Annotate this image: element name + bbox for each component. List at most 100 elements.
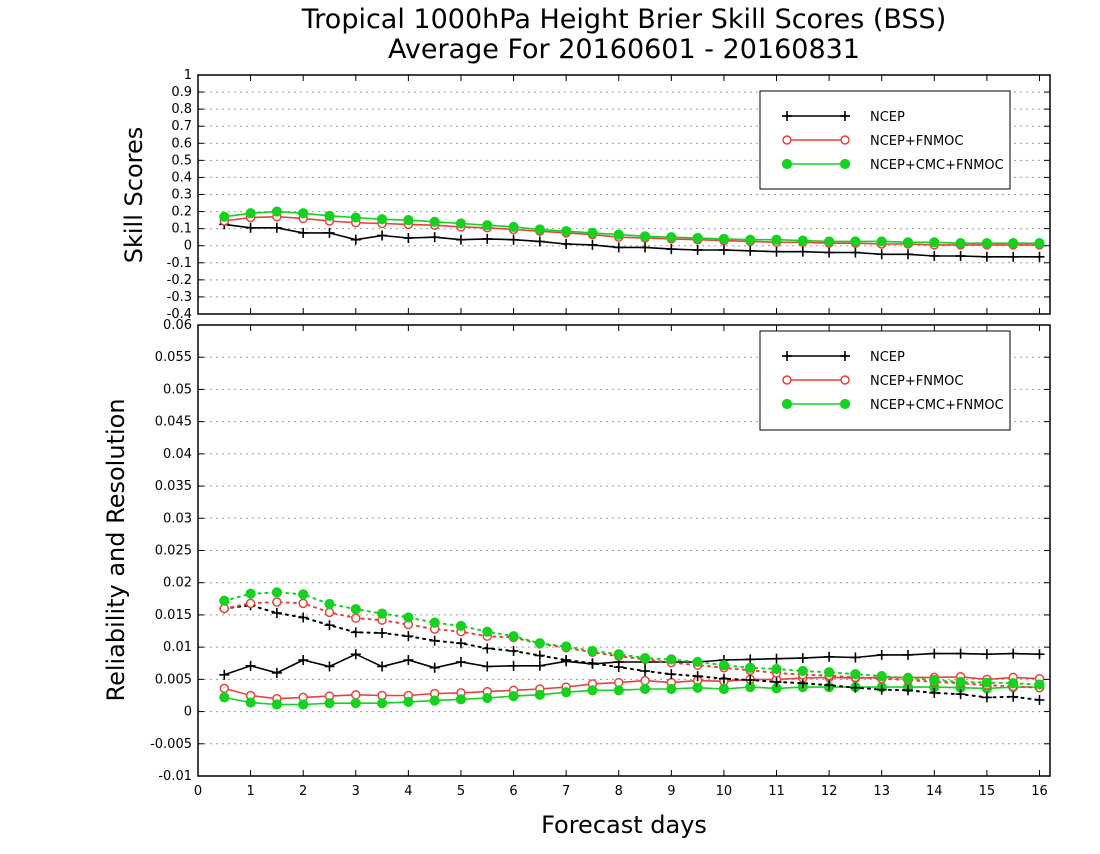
data-point	[797, 653, 808, 664]
data-point	[745, 245, 756, 256]
data-point	[1008, 238, 1019, 249]
data-point	[1034, 649, 1045, 660]
legend-marker	[782, 375, 792, 385]
data-point	[850, 247, 861, 258]
data-point	[403, 215, 414, 226]
data-point	[377, 230, 388, 241]
data-point	[1034, 251, 1045, 262]
data-point	[876, 684, 887, 695]
data-point	[981, 649, 992, 660]
data-point	[324, 227, 335, 238]
data-point	[429, 695, 440, 706]
data-point	[850, 236, 861, 247]
data-point	[613, 685, 624, 696]
y-tick-label: 0.045	[155, 415, 192, 430]
data-point	[508, 234, 519, 245]
y-tick-label: -0.2	[167, 273, 192, 288]
plot-frame	[197, 74, 1051, 315]
data-point	[219, 595, 230, 606]
legend: NCEP NCEP+FNMOC NCEP+CMC+FNMOC	[759, 90, 1011, 190]
y-tick-label: -0.3	[167, 290, 192, 305]
data-point	[455, 218, 467, 229]
series-line	[224, 210, 1040, 244]
x-tick-label: 10	[716, 784, 733, 799]
y-tick-label: 0.1	[171, 222, 192, 237]
legend-label: NCEP+CMC+FNMOC	[870, 398, 1004, 413]
data-point	[797, 235, 808, 246]
data-point	[219, 692, 230, 703]
legend-entry: NCEP+FNMOC	[782, 374, 963, 389]
data-point	[1008, 691, 1019, 702]
data-point	[429, 662, 440, 673]
data-point	[403, 631, 414, 642]
data-point	[351, 613, 361, 623]
data-point	[771, 653, 782, 664]
data-point	[692, 682, 703, 693]
legend-label: NCEP	[870, 350, 905, 365]
data-point	[271, 667, 282, 678]
data-point	[271, 607, 282, 618]
data-point	[850, 682, 861, 693]
y-tick-label: 0.03	[163, 511, 192, 526]
legend-marker	[839, 398, 851, 410]
data-point	[245, 697, 256, 708]
data-point	[508, 691, 519, 702]
data-point	[850, 669, 861, 680]
data-point	[455, 638, 466, 649]
legend-marker	[782, 351, 792, 361]
data-point	[692, 244, 703, 255]
data-point	[403, 233, 414, 244]
data-point	[955, 238, 966, 249]
data-point	[613, 662, 624, 673]
legend-marker	[781, 398, 793, 410]
legend-marker	[782, 135, 792, 145]
data-point	[377, 627, 388, 638]
x-tick-label: 16	[1031, 784, 1048, 799]
series-ncep-cmc-fnmoc-resolution	[219, 587, 1045, 690]
y-tick-label: 0	[184, 239, 192, 254]
data-point	[245, 208, 256, 219]
data-point	[771, 246, 782, 257]
data-point	[955, 689, 966, 700]
series-ncep-fnmoc-bss	[219, 211, 1045, 250]
data-point	[797, 665, 808, 677]
data-point	[429, 635, 440, 646]
x-tick-label: 3	[352, 784, 360, 799]
data-point	[929, 687, 940, 698]
data-point	[298, 655, 309, 666]
legend-marker	[840, 111, 850, 121]
data-point	[903, 685, 913, 696]
y-tick-label: 0.02	[163, 576, 192, 591]
y-tick-label: 0.4	[171, 170, 192, 185]
y-tick-label: 0.3	[171, 188, 192, 203]
data-point	[718, 244, 729, 255]
data-point	[692, 232, 703, 244]
data-point	[350, 234, 361, 245]
data-point	[245, 660, 256, 671]
data-point	[324, 620, 335, 631]
data-point	[350, 698, 361, 709]
series-line	[224, 223, 1040, 258]
legend-entry: NCEP	[782, 350, 905, 365]
y-tick-label: 0.9	[171, 85, 192, 100]
x-tick-label: 15	[979, 784, 996, 799]
data-point	[797, 246, 808, 257]
data-point	[1034, 238, 1045, 249]
legend-label: NCEP+FNMOC	[870, 374, 963, 389]
data-point	[666, 683, 677, 695]
y-tick-label: 0	[184, 705, 192, 720]
data-point	[587, 658, 598, 669]
data-point	[455, 234, 466, 245]
data-point	[718, 660, 730, 671]
data-point	[508, 660, 519, 671]
data-point	[534, 689, 545, 700]
data-point	[271, 206, 282, 217]
data-point	[534, 660, 545, 671]
y-axis-label-skill: Skill Scores	[120, 127, 148, 264]
data-point	[745, 675, 756, 686]
x-tick-label: 14	[926, 784, 943, 799]
data-point	[902, 237, 914, 248]
data-point	[981, 251, 992, 262]
